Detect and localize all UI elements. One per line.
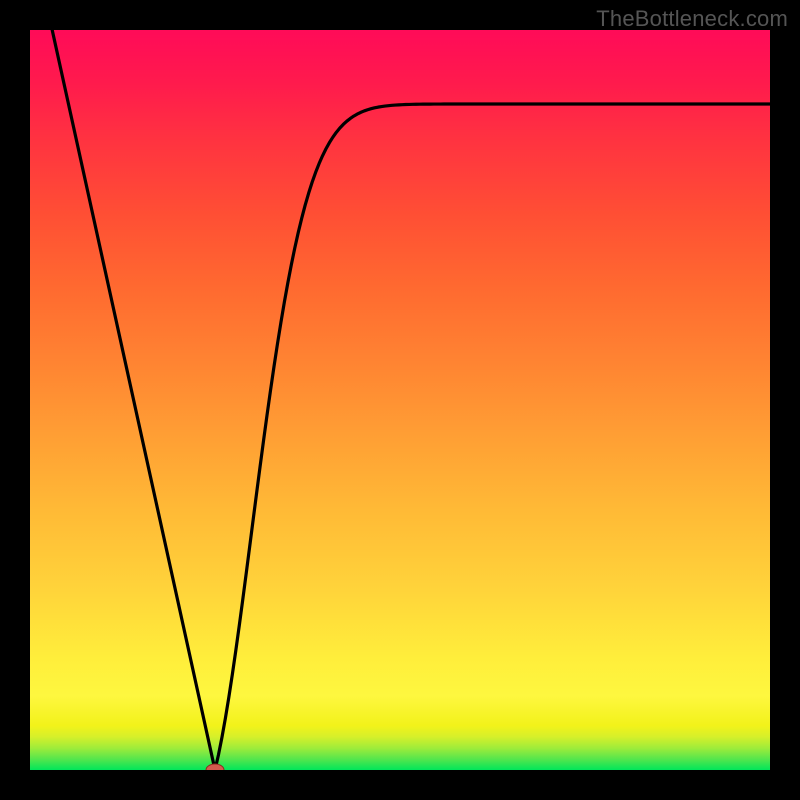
watermark-text: TheBottleneck.com: [596, 6, 788, 32]
gradient-background: [30, 30, 770, 770]
plot-area: [30, 30, 770, 770]
chart-container: TheBottleneck.com: [0, 0, 800, 800]
bottleneck-chart: [30, 30, 770, 770]
